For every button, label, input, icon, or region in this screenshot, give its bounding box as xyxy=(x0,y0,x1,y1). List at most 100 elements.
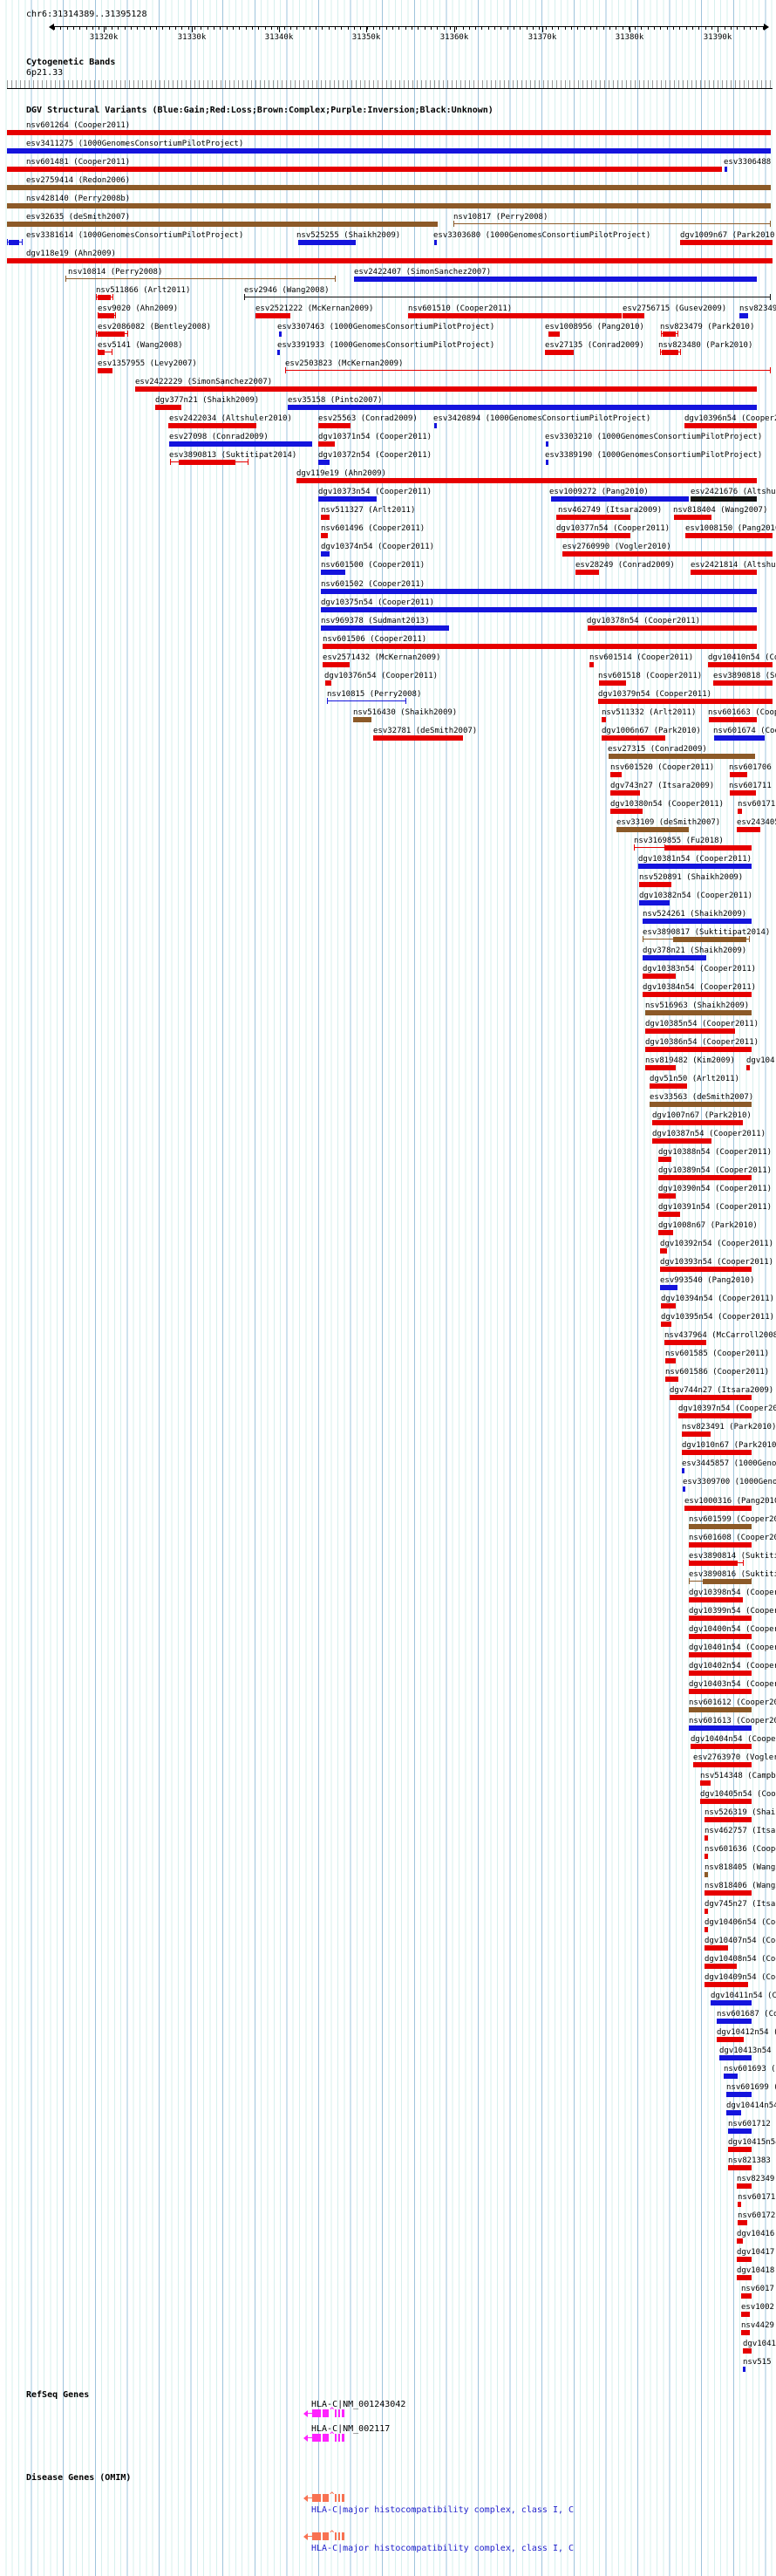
variant-bar[interactable] xyxy=(7,130,771,135)
variant-bar[interactable] xyxy=(743,2367,745,2372)
variant-bar[interactable] xyxy=(678,1413,752,1418)
variant-label[interactable]: dgv10377n54 (Cooper2011) xyxy=(556,524,670,533)
variant-label[interactable]: dgv51n50 (Arlt2011) xyxy=(650,1075,739,1083)
variant-bar[interactable] xyxy=(738,2202,741,2207)
variant-label[interactable]: esv2759414 (Redon2006) xyxy=(26,176,131,185)
variant-bar[interactable] xyxy=(321,570,345,575)
variant-label[interactable]: nsv601481 (Cooper2011) xyxy=(26,158,131,167)
variant-label[interactable]: esv2422407 (SimonSanchez2007) xyxy=(354,268,492,277)
variant-label[interactable]: nsv516963 (Shaikh2009) xyxy=(645,1001,750,1010)
variant-bar[interactable] xyxy=(179,460,235,465)
variant-bar[interactable] xyxy=(711,2000,752,2005)
variant-label[interactable]: esv2760990 (Vogler2010) xyxy=(562,543,671,551)
variant-label[interactable]: nsv524261 (Shaikh2009) xyxy=(643,910,747,919)
variant-bar[interactable] xyxy=(743,2348,752,2354)
variant-label[interactable]: nsv823480 (Park2010) xyxy=(658,341,753,350)
variant-label[interactable]: dgv10407n54 (Cooper2011) xyxy=(705,1937,776,1945)
variant-bar[interactable] xyxy=(663,331,676,337)
omim-gene-label[interactable]: HLA-C|major histocompatibility complex, … xyxy=(311,2505,575,2515)
variant-bar[interactable] xyxy=(318,441,335,447)
variant-bar[interactable] xyxy=(643,974,676,979)
variant-label[interactable]: nsv516430 (Shaikh2009) xyxy=(353,708,458,717)
variant-label[interactable]: dgv10414n54 (Cooper2011) xyxy=(726,2101,776,2110)
variant-label[interactable]: nsv511327 (Arlt2011) xyxy=(321,506,416,515)
variant-label[interactable]: dgv10403n54 (Cooper2011) xyxy=(689,1680,776,1689)
variant-bar[interactable] xyxy=(705,1817,752,1822)
variant-label[interactable]: esv3890818 (Suktitipat2014) xyxy=(713,672,776,680)
variant-label[interactable]: nsv601706 (Cooper2011) xyxy=(729,763,776,772)
variant-whisker-line[interactable] xyxy=(65,278,336,279)
variant-label[interactable]: dgv377n21 (Shaikh2009) xyxy=(155,396,260,405)
variant-label[interactable]: esv243405 xyxy=(737,818,776,827)
variant-bar[interactable] xyxy=(660,1285,677,1290)
variant-label[interactable]: dgv104 xyxy=(746,1056,775,1065)
variant-label[interactable]: dgv10376n54 (Cooper2011) xyxy=(324,672,439,680)
variant-bar[interactable] xyxy=(691,1744,752,1749)
variant-label[interactable]: dgv1041 xyxy=(743,2340,776,2348)
variant-label[interactable]: dgv10395n54 (Cooper2011) xyxy=(661,1313,775,1322)
variant-bar[interactable] xyxy=(556,533,630,538)
variant-bar[interactable] xyxy=(660,1248,667,1254)
variant-bar[interactable] xyxy=(645,1028,735,1034)
variant-label[interactable]: esv27135 (Conrad2009) xyxy=(545,341,644,350)
variant-label[interactable]: nsv601613 (Cooper2011) xyxy=(689,1717,776,1725)
variant-bar[interactable] xyxy=(738,809,742,814)
variant-bar[interactable] xyxy=(645,1010,752,1015)
variant-bar[interactable] xyxy=(689,1561,738,1566)
variant-bar[interactable] xyxy=(741,2330,750,2335)
variant-label[interactable]: nsv526319 (Shaikh2009) xyxy=(705,1808,776,1817)
variant-bar[interactable] xyxy=(689,1671,752,1676)
variant-bar[interactable] xyxy=(321,533,328,538)
variant-label[interactable]: nsv601496 (Cooper2011) xyxy=(321,524,425,533)
variant-label[interactable]: dgv10387n54 (Cooper2011) xyxy=(652,1130,766,1138)
variant-label[interactable]: esv3307463 (1000GenomesConsortiumPilotPr… xyxy=(277,323,495,331)
variant-bar[interactable] xyxy=(598,699,773,704)
variant-bar[interactable] xyxy=(373,735,463,741)
variant-label[interactable]: dgv10386n54 (Cooper2011) xyxy=(645,1038,759,1047)
variant-label[interactable]: nsv601599 (Cooper2011) xyxy=(689,1515,776,1524)
variant-bar[interactable] xyxy=(135,386,757,392)
variant-bar[interactable] xyxy=(705,1872,708,1877)
variant-label[interactable]: dgv10390n54 (Cooper2011) xyxy=(658,1185,773,1193)
variant-bar[interactable] xyxy=(741,2312,750,2317)
variant-bar[interactable] xyxy=(726,2110,741,2115)
variant-label[interactable]: nsv4429 xyxy=(741,2321,774,2330)
variant-bar[interactable] xyxy=(689,1634,752,1639)
variant-label[interactable]: dgv1008n67 (Park2010) xyxy=(658,1221,758,1230)
variant-label[interactable]: esv33109 (deSmith2007) xyxy=(616,818,721,827)
variant-bar[interactable] xyxy=(689,1725,752,1731)
variant-label[interactable]: esv3890817 (Suktitipat2014) xyxy=(643,928,771,937)
variant-label[interactable]: nsv82349 xyxy=(739,304,776,313)
variant-bar[interactable] xyxy=(741,2293,752,2299)
omim-gene-label[interactable]: HLA-C|major histocompatibility complex, … xyxy=(311,2544,575,2553)
variant-bar[interactable] xyxy=(353,717,371,722)
variant-bar[interactable] xyxy=(728,2147,752,2152)
variant-bar[interactable] xyxy=(705,1890,752,1896)
variant-label[interactable]: nsv821383 xyxy=(728,2156,771,2165)
variant-bar[interactable] xyxy=(168,423,256,428)
variant-label[interactable]: nsv462749 (Itsara2009) xyxy=(558,506,663,515)
variant-label[interactable]: dgv10393n54 (Cooper2011) xyxy=(660,1258,774,1267)
variant-label[interactable]: nsv601687 (Cooper2011) xyxy=(717,2010,776,2019)
variant-bar[interactable] xyxy=(546,441,548,447)
variant-bar[interactable] xyxy=(662,350,678,355)
variant-label[interactable]: dgv1010n67 (Park2010) xyxy=(682,1441,776,1450)
variant-bar[interactable] xyxy=(700,1799,752,1804)
cytoband-bar[interactable] xyxy=(7,80,773,89)
variant-bar[interactable] xyxy=(705,1927,708,1932)
variant-bar[interactable] xyxy=(645,1065,676,1070)
variant-bar[interactable] xyxy=(726,2092,752,2097)
variant-bar[interactable] xyxy=(98,368,112,373)
variant-bar[interactable] xyxy=(689,1524,752,1529)
variant-label[interactable]: dgv744n27 (Itsara2009) xyxy=(670,1386,774,1395)
variant-bar[interactable] xyxy=(434,423,437,428)
variant-label[interactable]: esv2422229 (SimonSanchez2007) xyxy=(135,378,273,386)
variant-label[interactable]: nsv819482 (Kim2009) xyxy=(645,1056,735,1065)
variant-label[interactable]: nsv969378 (Sudmant2013) xyxy=(321,617,430,625)
variant-label[interactable]: esv1008956 (Pang2010) xyxy=(545,323,644,331)
variant-bar[interactable] xyxy=(737,2238,743,2244)
variant-label[interactable]: dgv1009n67 (Park2010) xyxy=(680,231,776,240)
variant-bar[interactable] xyxy=(725,167,727,172)
variant-label[interactable]: nsv514348 (Campbell2011) xyxy=(700,1772,776,1780)
variant-bar[interactable] xyxy=(321,515,330,520)
